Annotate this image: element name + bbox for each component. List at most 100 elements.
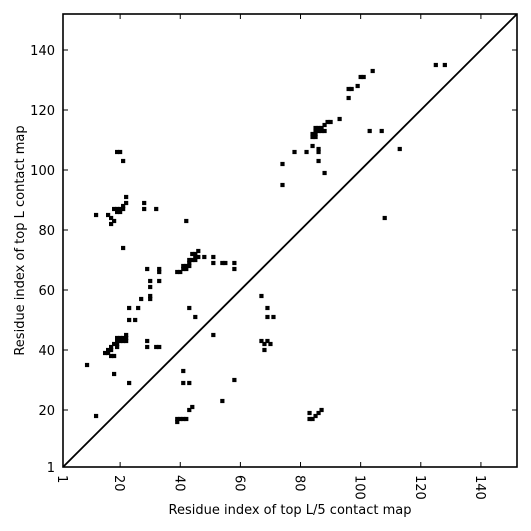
contact-point <box>379 128 384 134</box>
contact-point <box>175 269 180 275</box>
contact-point <box>124 335 129 341</box>
diagonal-line <box>62 13 518 468</box>
contact-point <box>442 62 447 68</box>
contact-point <box>433 62 438 68</box>
contact-point <box>148 293 153 299</box>
contact-point <box>211 254 216 260</box>
contact-point <box>115 344 120 350</box>
contact-point <box>93 212 99 218</box>
contact-point <box>105 347 111 353</box>
contact-point <box>196 254 201 260</box>
contact-point <box>127 317 132 323</box>
contact-point <box>220 398 225 404</box>
contact-point <box>202 254 207 260</box>
contact-point <box>316 158 321 164</box>
contact-point <box>112 341 117 347</box>
contact-point <box>349 86 354 92</box>
contact-point <box>145 344 150 350</box>
contact-point <box>157 269 162 275</box>
contact-point <box>109 221 114 227</box>
x-tick-label: 120 <box>412 475 427 500</box>
contact-point <box>118 338 123 344</box>
contact-point <box>316 128 321 134</box>
contact-point <box>190 251 195 257</box>
contact-point <box>184 263 189 269</box>
contact-point <box>316 410 321 416</box>
contact-point <box>84 362 90 368</box>
contact-point <box>109 215 114 221</box>
contact-point <box>157 278 162 284</box>
contact-point <box>175 419 180 425</box>
x-tick-label: 20 <box>111 475 126 492</box>
contact-point <box>307 410 312 416</box>
contact-point <box>154 206 159 212</box>
contact-point <box>148 296 153 302</box>
contact-point <box>262 347 267 353</box>
contact-point <box>355 83 360 89</box>
contact-point <box>118 149 123 155</box>
contact-point <box>346 86 351 92</box>
contact-point <box>115 209 120 215</box>
contact-point <box>157 344 162 350</box>
contact-point <box>124 338 129 344</box>
contact-point <box>142 206 147 212</box>
contact-point <box>105 212 111 218</box>
contact-point <box>307 416 312 422</box>
y-axis-label: Residue index of top L contact map <box>13 125 28 355</box>
contact-point <box>181 263 186 269</box>
contact-point <box>190 404 195 410</box>
contact-point <box>193 254 198 260</box>
contact-point <box>322 128 327 134</box>
contact-point <box>325 119 330 125</box>
contact-point <box>265 305 270 311</box>
y-tick-label: 80 <box>38 224 55 239</box>
contact-point <box>232 260 237 266</box>
contact-point <box>328 119 333 125</box>
contact-point <box>181 266 186 272</box>
contact-point <box>118 206 123 212</box>
contact-point <box>181 380 186 386</box>
contact-point <box>367 128 372 134</box>
contact-point <box>142 200 147 206</box>
y-tick-label: 1 <box>47 461 55 476</box>
contact-point <box>136 305 141 311</box>
contact-point <box>187 260 192 266</box>
contact-point <box>181 416 186 422</box>
contact-point <box>145 338 150 344</box>
contact-point <box>313 134 318 140</box>
contact-point <box>175 416 180 422</box>
contact-point <box>319 125 324 131</box>
contact-point <box>370 68 375 74</box>
contact-point <box>115 341 120 347</box>
contact-point <box>223 260 228 266</box>
contact-point <box>121 335 126 341</box>
contact-point <box>313 131 318 137</box>
contact-point <box>232 377 237 383</box>
contact-point <box>265 314 270 320</box>
contact-point <box>121 338 126 344</box>
contact-point <box>121 203 126 209</box>
plot-frame <box>62 13 518 468</box>
contact-point <box>148 284 153 290</box>
contact-point <box>187 263 192 269</box>
contact-point <box>181 368 186 374</box>
contact-point <box>178 416 183 422</box>
contact-point <box>268 341 273 347</box>
contact-point <box>121 245 126 251</box>
data-points <box>84 62 447 425</box>
contact-point <box>316 125 321 131</box>
contact-point <box>304 149 309 155</box>
contact-point <box>211 260 216 266</box>
contact-point <box>310 143 315 149</box>
contact-point <box>193 314 198 320</box>
y-tick-label: 140 <box>30 44 55 59</box>
contact-point <box>187 407 192 413</box>
contact-point <box>316 149 321 155</box>
contact-point <box>187 305 192 311</box>
x-axis-label: Residue index of top L/5 contact map <box>169 503 412 518</box>
contact-point <box>259 338 264 344</box>
contact-point <box>109 344 114 350</box>
contact-point <box>358 74 363 80</box>
contact-point <box>211 332 216 338</box>
